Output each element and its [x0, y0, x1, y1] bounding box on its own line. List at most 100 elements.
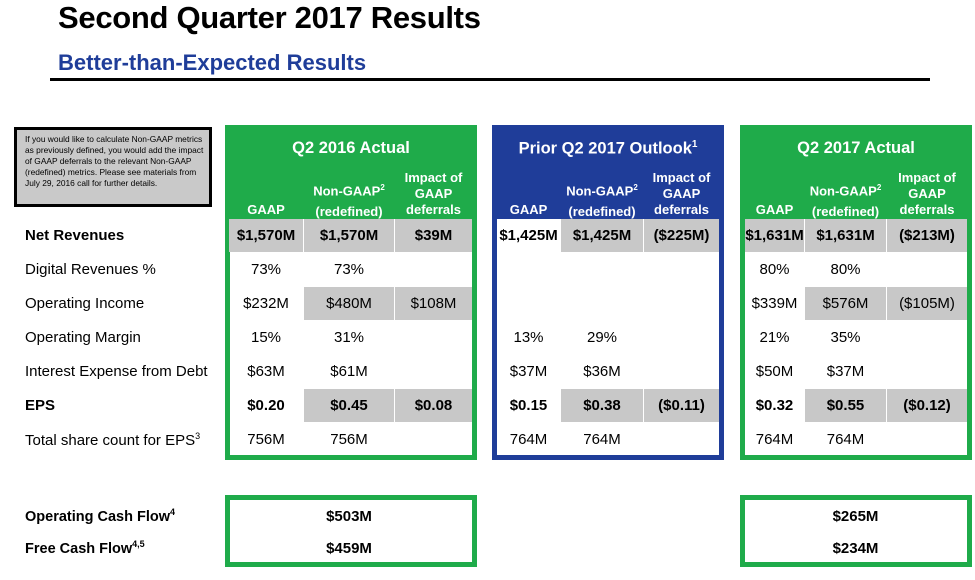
group-title-text: Q2 2016 Actual [292, 139, 410, 157]
col-label-nongaap-line2: (redefined) [315, 204, 383, 220]
table-cell [887, 355, 967, 388]
row-label-text: Digital Revenues % [25, 261, 156, 278]
table-cell [395, 253, 472, 286]
table-cell: $37M [509, 363, 548, 380]
group-header-q2_2017 [740, 125, 972, 219]
row-label: Digital Revenues % [25, 261, 156, 278]
table-cell: $37M [826, 363, 865, 380]
table-cell: 73% [333, 261, 365, 278]
table-cell: $1,425M [561, 219, 643, 252]
table-cell: ($105M) [887, 287, 967, 320]
table-cell: $1,570M [229, 219, 303, 252]
table-cell: 35% [830, 329, 861, 346]
col-label-nongaap: Non-GAAP2 (redefined) [805, 180, 886, 220]
table-cell: $1,631M [745, 219, 804, 252]
col-label-impact-line: Impact of [652, 170, 711, 185]
table-cell: $39M [395, 219, 472, 252]
col-label-nongaap-line1: Non-GAAP2 [561, 180, 643, 199]
table-cell: $0.55 [805, 389, 886, 422]
table-cell: 21% [759, 329, 790, 346]
row-label: Interest Expense from Debt [25, 363, 208, 380]
table-cell: 756M [247, 431, 285, 448]
col-label-nongaap-line1: Non-GAAP2 [805, 180, 886, 199]
col-label-impact: Impact of GAAP deferrals [644, 170, 719, 218]
table-cell [497, 253, 560, 286]
group-title-outlook: Prior Q2 2017 Outlook1 [492, 139, 724, 159]
group-header-q2_2016 [225, 125, 477, 219]
col-label-nongaap-text: Non-GAAP [809, 183, 877, 199]
table-cell: 764M [826, 431, 865, 448]
col-label-gaap: GAAP [755, 202, 794, 217]
cashflow-value: $265M [832, 507, 879, 525]
table-cell: 764M [583, 431, 621, 448]
col-label-nongaap-line1: Non-GAAP2 [304, 180, 394, 199]
calculation-note: If you would like to calculate Non-GAAP … [14, 127, 212, 207]
table-cell: 15% [250, 329, 282, 346]
col-label-impact: Impact of GAAP deferrals [395, 170, 472, 218]
table-cell [644, 287, 719, 320]
col-label-nongaap-text: Non-GAAP [313, 183, 381, 199]
table-cell: $1,570M [304, 219, 394, 252]
col-label-impact-line: Impact of [898, 170, 956, 185]
table-cell: $1,631M [805, 219, 886, 252]
row-label-text: Total share count for EPS [25, 432, 196, 449]
table-cell: $339M [751, 295, 798, 312]
table-cell: 31% [333, 329, 365, 346]
table-cell [395, 321, 472, 354]
cashflow-label: Free Cash Flow4,5 [25, 539, 145, 557]
table-cell: ($0.12) [887, 389, 967, 422]
table-cell: $0.32 [755, 397, 794, 414]
table-cell [644, 423, 719, 456]
col-label-impact-line: deferrals [899, 202, 955, 217]
table-cell: $0.38 [561, 389, 643, 422]
col-label-impact-line: GAAP [908, 186, 946, 201]
table-cell: $108M [395, 287, 472, 320]
col-label-impact-line: deferrals [654, 202, 709, 217]
table-cell: 764M [755, 431, 794, 448]
group-header-outlook [492, 125, 724, 219]
col-label-nongaap-line2: (redefined) [568, 204, 636, 220]
col-label-gaap: GAAP [247, 202, 285, 217]
table-cell [644, 321, 719, 354]
col-label-impact-line: deferrals [406, 202, 461, 217]
table-cell [644, 355, 719, 388]
table-cell: $0.20 [247, 397, 285, 414]
table-cell: $61M [330, 363, 368, 380]
table-cell [887, 423, 967, 456]
cashflow-value: $503M [326, 507, 372, 525]
table-cell [395, 355, 472, 388]
row-label-text: Operating Margin [25, 329, 141, 346]
col-label-nongaap-line2: (redefined) [811, 204, 880, 220]
footnote-marker: 2 [380, 183, 385, 192]
cashflow-value: $459M [326, 539, 372, 557]
footnote-marker: 4,5 [132, 539, 145, 549]
table-cell [395, 423, 472, 456]
footnote-marker: 2 [876, 183, 882, 192]
row-label-text: EPS [25, 397, 56, 414]
page-title: Second Quarter 2017 Results [58, 0, 481, 35]
table-cell: 80% [759, 261, 790, 278]
cashflow-frame-q2_2016 [225, 495, 477, 567]
table-cell: 80% [830, 261, 861, 278]
cashflow-label-text: Free Cash Flow [25, 540, 133, 557]
table-cell: ($0.11) [644, 389, 719, 422]
col-label-impact-line: Impact of [404, 170, 463, 185]
table-cell: $0.08 [395, 389, 472, 422]
cashflow-value: $234M [832, 539, 879, 557]
col-label-gaap: GAAP [509, 202, 548, 217]
row-label: Operating Income [25, 295, 144, 312]
table-cell: 73% [250, 261, 282, 278]
row-label-text: Interest Expense from Debt [25, 363, 208, 380]
col-label-nongaap: Non-GAAP2 (redefined) [304, 180, 394, 220]
table-cell: ($213M) [887, 219, 967, 252]
table-cell: $1,425M [499, 227, 558, 244]
table-cell [887, 321, 967, 354]
table-cell: $232M [243, 295, 289, 312]
table-cell: 29% [586, 329, 618, 346]
table-cell [644, 253, 719, 286]
group-title-q2_2017: Q2 2017 Actual [740, 139, 972, 158]
col-label-impact-line: GAAP [662, 186, 701, 201]
page-subtitle: Better-than-Expected Results [58, 50, 367, 75]
table-cell: $0.15 [509, 397, 548, 414]
row-label: EPS [25, 397, 55, 414]
